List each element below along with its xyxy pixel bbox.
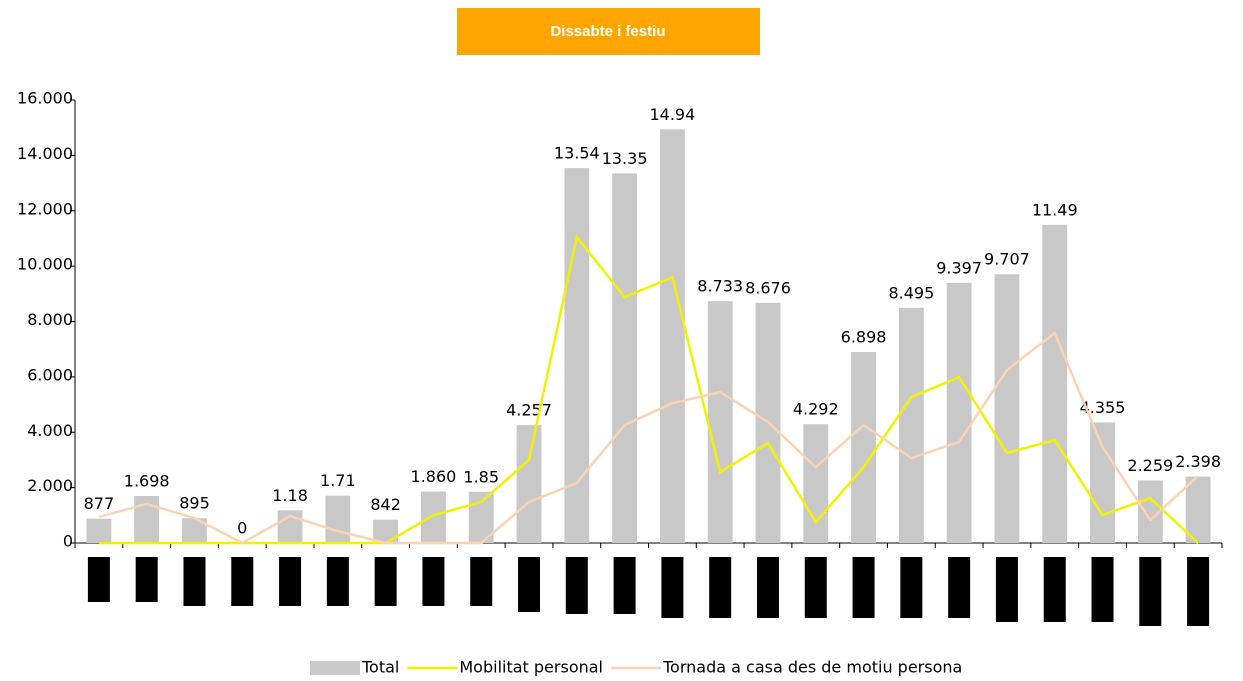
line [98, 331, 1199, 545]
x-label-block [1091, 557, 1114, 622]
y-tick-label: 8.000 [27, 310, 73, 329]
data-label: 11.49 [1032, 200, 1078, 219]
x-label-block [1139, 557, 1162, 626]
x-label-block [326, 557, 349, 606]
y-tick-label: 10.000 [17, 255, 73, 274]
data-label: 1.698 [124, 471, 170, 490]
y-tick-label: 12.000 [17, 199, 73, 218]
legend-label: Total [361, 658, 399, 677]
line [98, 234, 1199, 545]
legend-swatch [310, 661, 360, 675]
data-label: 8.495 [888, 283, 934, 302]
data-label: 13.54 [554, 144, 600, 163]
chart-title: Dissabte i festiu [550, 23, 665, 40]
y-tick-label: 4.000 [27, 421, 73, 440]
y-tick-label: 2.000 [27, 476, 73, 495]
x-label-block [995, 557, 1018, 622]
data-label: 4.355 [1080, 398, 1126, 417]
x-label-block [948, 557, 971, 618]
data-label: 8.733 [697, 277, 743, 296]
data-label: 4.257 [506, 401, 552, 420]
bar [851, 352, 876, 543]
x-label-block [613, 557, 636, 614]
legend-label: Mobilitat personal [459, 658, 603, 677]
title-box [457, 8, 760, 55]
y-tick-label: 6.000 [27, 365, 73, 384]
x-label-block [900, 557, 923, 618]
x-label-block [1043, 557, 1066, 622]
data-label: 9.397 [936, 258, 982, 277]
y-tick-label: 0 [63, 532, 73, 551]
x-label-block [518, 557, 541, 612]
bar [564, 168, 590, 543]
bar [946, 282, 972, 543]
data-label: 877 [84, 494, 115, 513]
x-label-block [279, 557, 302, 606]
data-label: 0 [237, 519, 247, 538]
bar [516, 425, 542, 543]
x-label-block [87, 557, 110, 602]
x-label-block [183, 557, 206, 606]
bar [1090, 422, 1115, 543]
x-label-block [756, 557, 779, 618]
data-label: 1.85 [463, 467, 499, 486]
bar [994, 274, 1020, 543]
data-label: 1.860 [411, 467, 457, 486]
data-label: 8.676 [745, 278, 791, 297]
y-tick-label: 16.000 [17, 89, 73, 108]
x-label-block [470, 557, 493, 606]
data-label: 2.398 [1175, 452, 1221, 471]
data-label: 842 [370, 495, 401, 514]
x-label-block [231, 557, 254, 606]
bar [803, 424, 829, 543]
bar [898, 307, 924, 543]
bar [325, 495, 351, 543]
data-label: 4.292 [793, 400, 839, 419]
bar [86, 518, 112, 543]
data-label: 895 [179, 494, 210, 513]
x-label-block [852, 557, 875, 618]
data-label: 1.18 [272, 486, 308, 505]
x-label-block [804, 557, 827, 618]
bar [1042, 224, 1068, 544]
bar [1185, 476, 1211, 543]
legend-label: Tornada a casa des de motiu persona [662, 658, 962, 677]
y-tick-label: 14.000 [17, 144, 73, 163]
x-label-block [422, 557, 445, 606]
data-label: 13.35 [602, 149, 648, 168]
x-label-block [374, 557, 397, 606]
bar [612, 173, 638, 543]
bar [707, 301, 733, 543]
data-label: 9.707 [984, 250, 1030, 269]
x-label-block [565, 557, 588, 614]
data-label: 6.898 [841, 328, 887, 347]
bar [421, 491, 446, 543]
data-label: 14.94 [649, 105, 695, 124]
data-label: 1.71 [320, 471, 356, 490]
x-label-block [661, 557, 684, 618]
bar [659, 129, 685, 543]
x-label-block [709, 557, 732, 618]
data-label: 2.259 [1127, 456, 1173, 475]
x-label-block [135, 557, 158, 602]
bar [373, 519, 399, 543]
x-label-block [1187, 557, 1210, 626]
